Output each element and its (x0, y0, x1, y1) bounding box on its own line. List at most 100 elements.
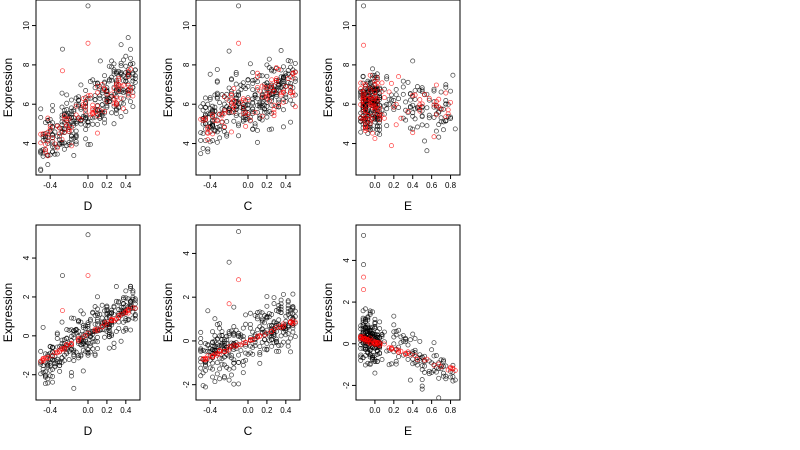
data-point (426, 97, 432, 103)
data-point (116, 87, 122, 93)
data-point (238, 332, 244, 338)
data-point (243, 357, 249, 363)
data-point (92, 338, 98, 344)
data-point (240, 333, 246, 339)
data-point (252, 121, 258, 127)
data-point (99, 324, 105, 330)
data-point (210, 339, 215, 345)
data-point (224, 133, 230, 139)
data-point (95, 327, 100, 333)
data-point (361, 287, 367, 293)
data-point (240, 96, 246, 102)
data-point (59, 126, 65, 132)
data-point (290, 291, 296, 297)
data-point (431, 368, 437, 374)
data-point (393, 122, 399, 128)
data-point (116, 326, 122, 331)
x-axis-title: D (84, 199, 93, 213)
data-point (417, 108, 423, 114)
data-point (118, 60, 124, 66)
data-point (370, 116, 375, 122)
data-point (372, 81, 378, 87)
x-axis-title: C (244, 424, 253, 438)
data-point (283, 318, 289, 324)
data-point (391, 107, 397, 113)
data-point (132, 79, 138, 85)
data-point (393, 92, 399, 98)
data-point (50, 353, 55, 359)
data-point (292, 76, 298, 82)
data-point (231, 381, 237, 387)
data-point (73, 128, 79, 134)
data-point (257, 344, 263, 350)
data-point (123, 325, 129, 331)
data-point (398, 340, 404, 346)
data-point (290, 329, 296, 335)
scatter-panel-4: -0.4 0.0 0.2 0.4 -2 0 2 4 D Expression (1, 224, 141, 438)
data-point (212, 316, 218, 322)
data-point (273, 79, 279, 85)
data-point (436, 375, 442, 381)
data-point (412, 353, 418, 358)
data-point (290, 75, 296, 81)
data-point (226, 85, 232, 91)
data-point (278, 80, 284, 86)
data-point (266, 65, 272, 71)
data-point (269, 98, 275, 103)
data-point (226, 48, 232, 54)
data-point (377, 127, 383, 133)
data-point (363, 306, 368, 312)
data-point (106, 345, 112, 351)
data-point (76, 103, 81, 109)
data-point (433, 82, 439, 88)
data-point (214, 118, 220, 124)
data-point (40, 369, 46, 375)
data-point (125, 35, 131, 41)
data-point (221, 129, 227, 135)
data-point (407, 337, 413, 343)
data-point (83, 122, 89, 128)
data-point (436, 96, 442, 102)
data-point (113, 89, 119, 95)
data-point (264, 85, 270, 91)
data-point (38, 148, 44, 154)
data-point (54, 356, 60, 362)
data-point (245, 102, 251, 108)
data-point (113, 284, 119, 289)
data-point (240, 80, 246, 86)
data-point (66, 327, 72, 333)
data-point (422, 138, 427, 144)
data-point (118, 338, 124, 344)
data-point (69, 340, 74, 346)
data-point (61, 129, 67, 135)
data-point (410, 126, 416, 132)
data-point (259, 310, 265, 316)
data-point (424, 123, 430, 129)
plot-frame (195, 224, 301, 401)
data-point (250, 351, 256, 357)
data-point (69, 370, 74, 376)
data-point (59, 104, 65, 110)
data-point (283, 94, 289, 100)
data-point (278, 342, 284, 348)
data-point (83, 107, 89, 113)
data-point (412, 350, 418, 356)
data-point (111, 103, 117, 109)
data-point (128, 299, 133, 305)
data-point (410, 102, 416, 108)
data-point (290, 70, 296, 76)
data-point (379, 88, 385, 94)
data-point (38, 168, 44, 173)
data-point (92, 109, 98, 115)
data-point (443, 363, 449, 369)
data-point (400, 91, 406, 97)
data-point (73, 327, 79, 333)
data-point (231, 106, 237, 112)
data-point (367, 86, 373, 92)
data-point (217, 135, 223, 141)
x-tick-label: 0.0 (82, 406, 94, 415)
data-point (250, 109, 256, 115)
data-point (443, 101, 449, 107)
data-point (123, 53, 129, 59)
data-point (431, 99, 437, 105)
